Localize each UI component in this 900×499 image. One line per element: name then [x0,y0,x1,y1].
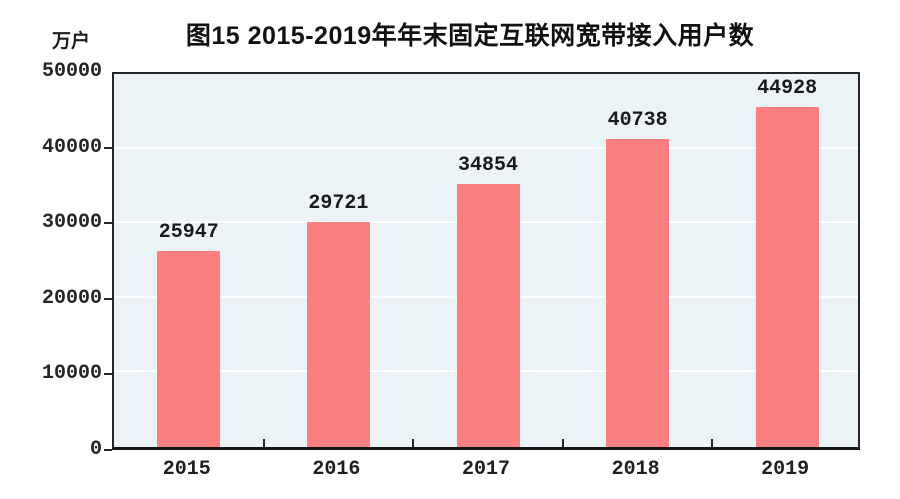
x-axis-category-label: 2017 [461,458,510,481]
x-axis-category-label: 2016 [312,458,361,481]
bar [755,107,819,447]
y-axis-tick [104,373,112,376]
x-axis-category-label: 2015 [162,458,211,481]
x-axis-tick [711,439,714,447]
y-axis-tick [104,297,112,300]
y-axis-tick-label: 10000 [41,362,102,386]
y-axis-tick-label: 50000 [41,60,102,83]
bar [456,183,520,447]
y-gridline [114,146,858,149]
x-axis-tick [412,439,415,447]
y-axis-tick-label: 20000 [41,286,102,310]
plot-area: 25947 29721 34854 40738 44928 [112,72,860,450]
bar-value-label: 34854 [457,153,518,177]
bar [306,222,370,447]
x-axis-tick [561,439,564,447]
y-axis-tick-label: 0 [89,438,102,461]
x-axis-tick [262,439,265,447]
bar-value-label: 25947 [158,220,219,244]
bar [606,139,670,447]
y-axis-tick [104,222,112,225]
x-axis-category-label: 2019 [761,458,810,481]
y-axis-tick [104,146,112,149]
y-axis-tick-label: 30000 [41,211,102,235]
y-axis-tick [104,449,112,451]
y-axis-unit-label: 万户 [52,31,91,52]
x-axis-category-label: 2018 [611,458,660,481]
bar-value-label: 44928 [757,77,818,101]
bar-value-label: 29721 [308,192,369,216]
y-axis-tick-label: 40000 [41,135,102,159]
chart-title: 图15 2015-2019年年末固定互联网宽带接入用户数 [185,22,755,50]
bar [157,250,221,447]
bar-value-label: 40738 [607,109,668,133]
